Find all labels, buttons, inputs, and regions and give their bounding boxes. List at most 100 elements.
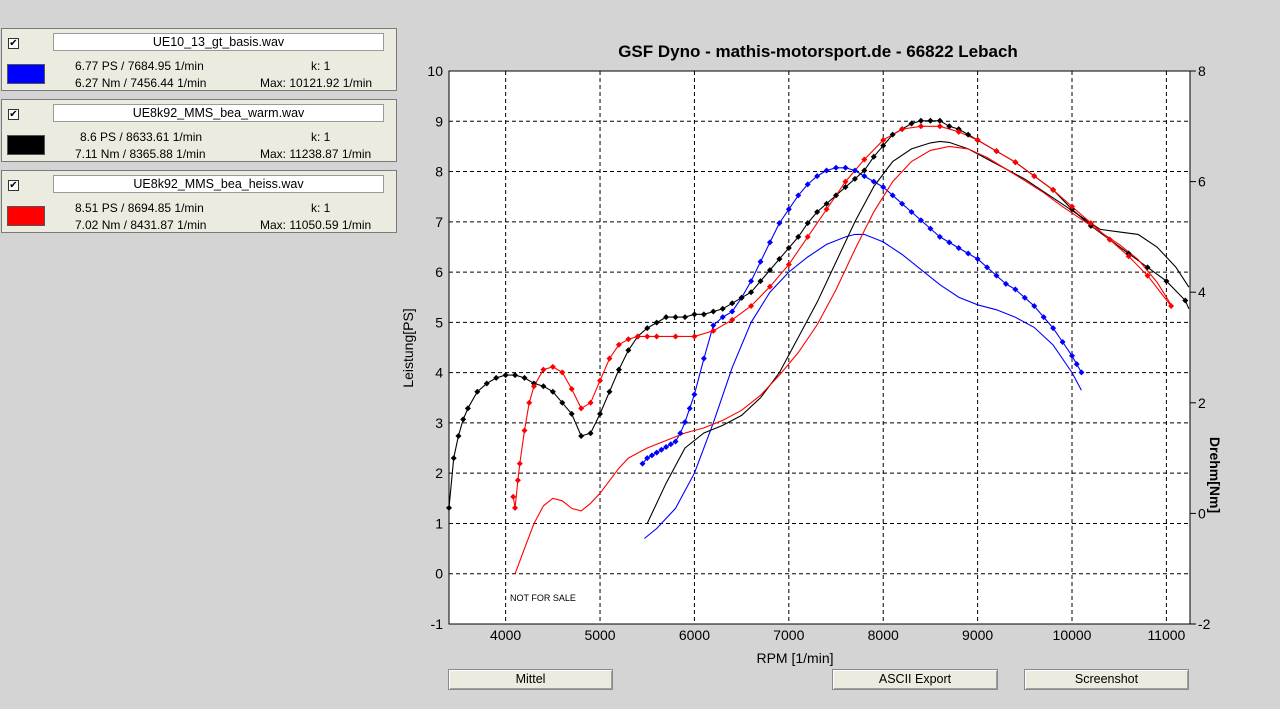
torque-marker (634, 333, 641, 340)
y-tick-label: 4 (435, 365, 443, 381)
torque-marker (677, 430, 684, 437)
torque-marker (568, 385, 575, 392)
torque-marker (644, 325, 651, 332)
run-checkbox[interactable]: ✔ (8, 180, 19, 191)
y2-tick-label: 0 (1198, 505, 1206, 521)
y2-tick-label: 6 (1198, 174, 1206, 190)
mittel-button[interactable]: Mittel (448, 669, 613, 690)
run-color-swatch[interactable] (7, 206, 45, 226)
run-color-swatch[interactable] (7, 64, 45, 84)
run-panel: ✔ UE8k92_MMS_bea_heiss.wav 8.51 PS / 869… (1, 170, 397, 233)
torque-marker (889, 192, 896, 199)
torque-marker (1002, 280, 1009, 287)
plot-area (448, 70, 1191, 625)
torque-marker (927, 225, 934, 232)
torque-marker (729, 316, 736, 323)
ascii-export-button[interactable]: ASCII Export (832, 669, 998, 690)
run-k-factor: k: 1 (311, 130, 331, 144)
torque-marker (729, 300, 736, 307)
torque-marker (823, 206, 830, 213)
chart-title: GSF Dyno - mathis-motorsport.de - 66822 … (618, 42, 1018, 61)
torque-marker (851, 167, 858, 174)
torque-marker (870, 153, 877, 160)
x-tick-label: 11000 (1147, 627, 1185, 643)
torque-marker (578, 405, 585, 412)
y-tick-label: 2 (435, 465, 443, 481)
torque-marker (927, 117, 934, 124)
y-tick-label: 9 (435, 113, 443, 129)
torque-marker (823, 200, 830, 207)
torque-marker (663, 444, 670, 451)
torque-marker (1144, 264, 1151, 271)
torque-marker (851, 175, 858, 182)
x-tick-label: 6000 (679, 627, 710, 643)
torque-marker (450, 455, 457, 462)
torque-marker (974, 137, 981, 144)
screenshot-button[interactable]: Screenshot (1024, 669, 1189, 690)
torque-marker (814, 209, 821, 216)
torque-marker (710, 322, 717, 329)
y-tick-label: 5 (435, 314, 443, 330)
torque-marker (1087, 220, 1094, 227)
torque-marker (460, 416, 467, 423)
torque-marker (748, 289, 755, 296)
torque-marker (1059, 338, 1066, 345)
y-tick-label: 8 (435, 164, 443, 180)
torque-marker (936, 233, 943, 240)
torque-marker (804, 233, 811, 240)
torque-marker (653, 319, 660, 326)
torque-marker (597, 377, 604, 384)
torque-marker (691, 391, 698, 398)
torque-marker (597, 410, 604, 417)
torque-marker (615, 366, 622, 373)
torque-marker (993, 272, 1000, 279)
torque-marker (870, 178, 877, 185)
y2-tick-label: -2 (1198, 616, 1211, 632)
torque-marker (1168, 303, 1175, 310)
torque-marker (625, 336, 632, 343)
torque-marker (955, 128, 962, 135)
torque-marker (1040, 314, 1047, 321)
torque-marker (516, 460, 523, 467)
torque-marker (766, 283, 773, 290)
torque-marker (549, 363, 556, 370)
run-checkbox[interactable]: ✔ (8, 109, 19, 120)
torque-marker (521, 374, 528, 381)
run-color-swatch[interactable] (7, 135, 45, 155)
torque-marker (455, 432, 462, 439)
torque-marker (686, 405, 693, 412)
torque-marker (766, 267, 773, 274)
torque-marker (823, 167, 830, 174)
run-checkbox[interactable]: ✔ (8, 38, 19, 49)
torque-marker (946, 239, 953, 246)
torque-marker (833, 192, 840, 199)
torque-marker (512, 504, 519, 511)
torque-marker (625, 347, 632, 354)
torque-marker (880, 184, 887, 191)
torque-marker (842, 164, 849, 171)
run-k-factor: k: 1 (311, 201, 331, 215)
x-tick-label: 7000 (773, 627, 804, 643)
torque-marker (653, 333, 660, 340)
torque-marker (1012, 159, 1019, 166)
torque-marker (917, 117, 924, 124)
torque-marker (540, 383, 547, 390)
torque-marker (842, 184, 849, 191)
x-axis-label: RPM [1/min] (756, 650, 833, 666)
torque-marker (710, 327, 717, 334)
torque-marker (1050, 186, 1057, 193)
torque-marker (710, 308, 717, 315)
torque-marker (1069, 352, 1076, 359)
torque-marker (738, 294, 745, 301)
y-tick-label: 6 (435, 264, 443, 280)
torque-marker (785, 244, 792, 251)
torque-marker (993, 148, 1000, 155)
watermark: NOT FOR SALE (510, 593, 576, 603)
torque-marker (899, 126, 906, 133)
x-tick-label: 5000 (584, 627, 615, 643)
torque-marker (691, 333, 698, 340)
run-torque-peak: 7.11 Nm / 8365.88 1/min (75, 147, 206, 161)
power-curve (514, 145, 1172, 574)
y-tick-label: 3 (435, 415, 443, 431)
torque-marker (510, 493, 517, 500)
